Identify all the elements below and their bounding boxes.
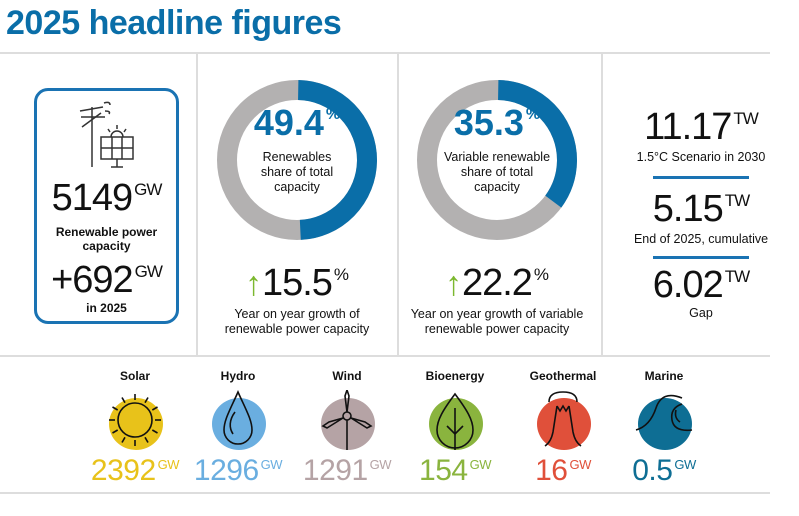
divider — [397, 52, 399, 355]
up-arrow-icon: ↑ — [444, 265, 462, 303]
donut-label-line: capacity — [274, 180, 320, 194]
tech-name: Geothermal — [529, 369, 597, 383]
tech-name: Marine — [644, 369, 684, 383]
donut-label: Variable renewable share of total capaci… — [432, 150, 562, 195]
donut-label-line: Renewables — [262, 150, 332, 164]
leaf-icon — [436, 392, 474, 450]
donut-value: 49.4% — [253, 102, 341, 143]
donut-share-segment — [417, 80, 577, 240]
donut-chart — [417, 80, 577, 240]
growth-value: ↑15.5% — [244, 262, 350, 304]
tech-name: Hydro — [220, 369, 256, 383]
donut-label-line: share of total — [260, 165, 334, 179]
tech-value: 16 GW — [535, 454, 591, 487]
donut-label-line: share of total — [460, 165, 534, 179]
tech-color-circle — [212, 398, 266, 450]
wind-turbine-icon — [321, 390, 373, 450]
target-2030-value: 11.17 TW — [644, 106, 759, 148]
tech-value: 0.5 GW — [632, 454, 696, 487]
donut-share-segment — [217, 80, 377, 240]
growth-label-line: Year on year growth of — [234, 307, 360, 321]
divider — [0, 355, 770, 357]
capacity-label: Renewable power capacity — [55, 225, 158, 253]
sun-icon — [109, 394, 161, 446]
target-2030-label: 1.5°C Scenario in 2030 — [636, 150, 766, 164]
donut-value: 35.3% — [453, 102, 541, 143]
divider — [653, 176, 749, 179]
tech-value: 1296 GW — [193, 454, 283, 487]
capacity-value: 5149 GW — [51, 177, 163, 219]
wave-icon — [635, 394, 693, 432]
wind-solar-icon — [79, 101, 134, 168]
donut-label: Renewables share of total capacity — [232, 150, 362, 195]
growth-value: ↑22.2% — [444, 262, 550, 304]
tech-name: Solar — [119, 369, 150, 383]
capacity-card: 5149 GW Renewable power capacity +692 GW i… — [34, 88, 179, 324]
page-title: 2025 headline figures — [6, 4, 342, 42]
added-value: +692 GW — [51, 259, 163, 301]
growth-label: Year on year growth of renewable power c… — [197, 307, 397, 337]
donut-chart — [217, 80, 377, 240]
divider — [0, 492, 770, 494]
growth-label-line: renewable power capacity — [224, 322, 370, 336]
volcano-icon — [544, 391, 582, 447]
tech-name: Bioenergy — [425, 369, 485, 383]
gap-value: 6.02 TW — [652, 264, 750, 306]
donut-label-line: Variable renewable — [443, 150, 551, 164]
tech-name: Wind — [332, 369, 362, 383]
tech-value: 154 GW — [419, 454, 491, 487]
growth-label: Year on year growth of variable renewabl… — [397, 307, 597, 337]
gap-label: Gap — [689, 306, 713, 320]
growth-label-line: renewable power capacity — [424, 322, 570, 336]
water-drop-icon — [223, 390, 253, 445]
divider — [196, 52, 198, 355]
divider — [0, 52, 770, 54]
up-arrow-icon: ↑ — [244, 265, 262, 303]
added-label: in 2025 — [86, 301, 127, 315]
tech-value: 2392 GW — [90, 454, 180, 487]
divider — [601, 52, 603, 355]
donut-label-line: capacity — [474, 180, 520, 194]
divider — [653, 256, 749, 259]
cumulative-value: 5.15 TW — [652, 188, 750, 230]
growth-label-line: Year on year growth of variable — [410, 307, 584, 321]
tech-value: 1291 GW — [302, 454, 392, 487]
cumulative-label: End of 2025, cumulative — [633, 232, 769, 246]
